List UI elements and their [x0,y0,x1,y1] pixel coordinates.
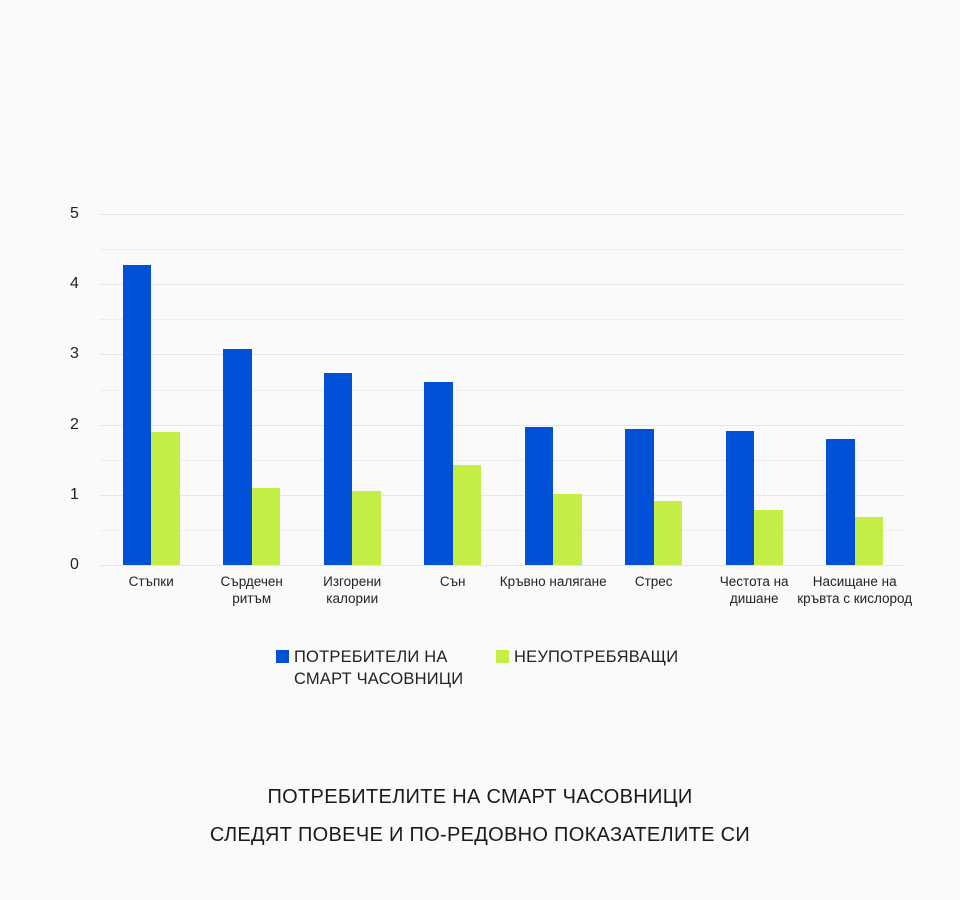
legend-swatch-blue [276,650,289,663]
bar-smartwatch-users [524,427,554,565]
y-tick-label: 1 [70,485,79,503]
bar-non-users [151,432,180,565]
legend-label: НЕУПОТРЕБЯВАЩИ [514,648,679,666]
x-tick-label: Стрес [634,574,673,589]
x-tick-label: Насищане на кръвта с кислород [797,574,913,606]
bar-smartwatch-users [826,439,855,565]
gridline [100,424,905,426]
caption-line-2: СЛЕДЯТ ПОВЕЧЕ И ПО-РЕДОВНО ПОКАЗАТЕЛИТЕ … [209,824,751,846]
y-tick-label: 5 [70,205,79,222]
gridline [100,249,905,251]
gridline [100,284,905,286]
legend-item-non-users: НЕУПОТРЕБЯВАЩИ [496,646,678,668]
bar-smartwatch-users [323,372,353,565]
gridline [100,529,905,531]
y-tick-label: 0 [70,556,79,573]
gridline [100,214,905,215]
bar-non-users [553,494,582,565]
bar-smartwatch-users [122,264,152,565]
x-tick-label: Изгорени калории [323,574,382,606]
gridline [100,494,905,496]
bar-smartwatch-users [725,430,755,565]
y-tick-label: 3 [70,345,79,363]
x-tick-label: Честота на дишане [719,574,789,606]
gridline [100,354,905,356]
x-tick-label: Сърдечен ритъм [220,574,283,606]
bar-smartwatch-users [424,381,453,565]
bar-non-users [251,488,281,565]
gridline [100,319,905,321]
gridline [100,565,905,566]
gridline [100,459,905,461]
x-tick-label: Стъпки [128,574,174,589]
x-tick-label: Сън [439,574,466,589]
y-tick-label: 4 [70,275,79,293]
legend-item-smartwatch-users: ПОТРЕБИТЕЛИ НА СМАРТ ЧАСОВНИЦИ [276,646,463,690]
bar-non-users [653,501,683,565]
bar-smartwatch-users [625,428,654,565]
bar-non-users [352,490,381,565]
x-tick-label: Кръвно налягане [499,574,607,589]
bar-non-users [754,509,783,565]
legend-swatch-green [496,650,509,663]
bar-non-users [854,517,884,565]
bar-non-users [452,464,482,565]
y-tick-label: 2 [70,415,79,433]
caption-line-1: ПОТРЕБИТЕЛИТЕ НА СМАРТ ЧАСОВНИЦИ [267,786,693,808]
legend-label: ПОТРЕБИТЕЛИ НА СМАРТ ЧАСОВНИЦИ [294,648,464,688]
gridline [100,389,905,391]
bar-smartwatch-users [223,348,252,565]
